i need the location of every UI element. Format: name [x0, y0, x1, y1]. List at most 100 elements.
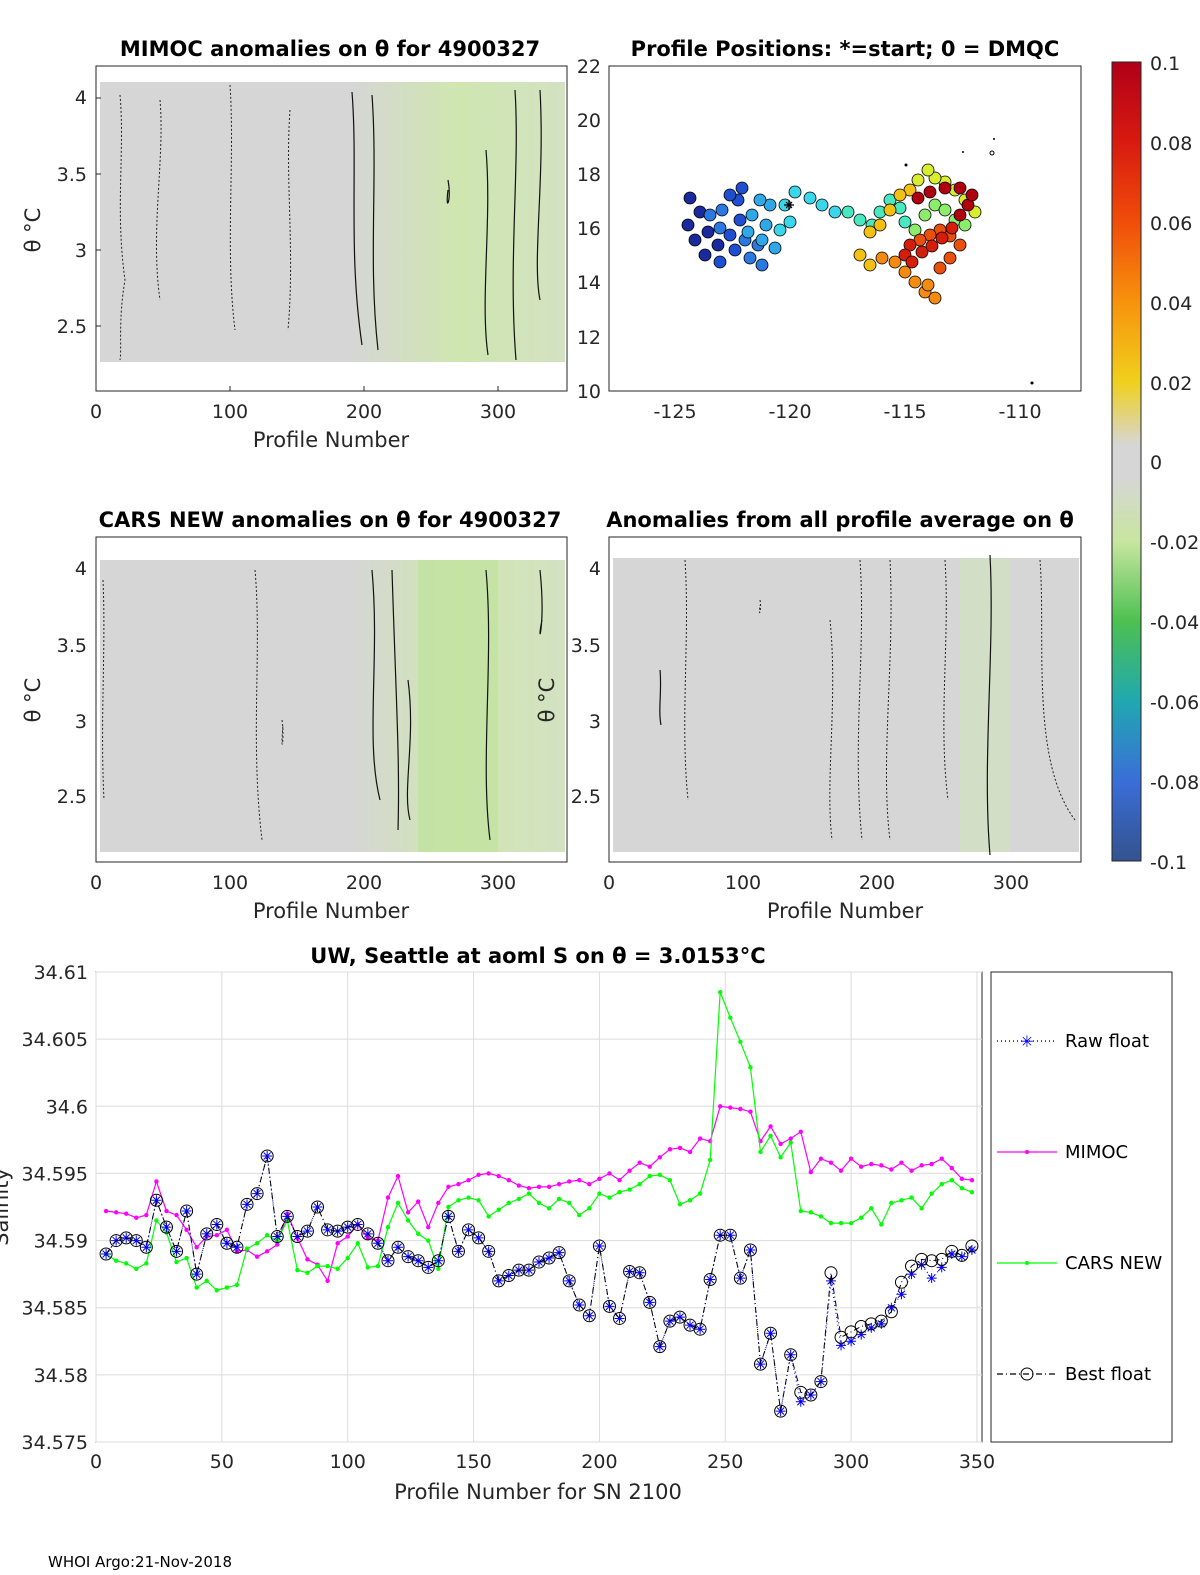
data-point [864, 1317, 878, 1331]
positions-xtick: -115 [883, 401, 926, 423]
data-point [894, 1275, 908, 1289]
mimoc-xtick: 100 [212, 401, 248, 423]
data-point [587, 1206, 592, 1211]
data-point [685, 1320, 696, 1331]
data-point [345, 1234, 350, 1239]
data-point [798, 1208, 803, 1214]
star-marker-icon: ✳ [1020, 1032, 1033, 1051]
colorbar-tick: 0.1 [1150, 53, 1180, 75]
allavg-ytick: 3 [589, 711, 601, 733]
data-point [794, 1385, 808, 1399]
data-point [674, 1312, 685, 1323]
data-point [567, 1200, 572, 1206]
data-point [129, 1234, 143, 1248]
profile-position-marker [863, 258, 877, 272]
data-point [405, 1218, 411, 1223]
data-point [385, 1224, 391, 1230]
data-point [677, 1145, 683, 1151]
start-star-icon [784, 200, 794, 210]
data-point [725, 1230, 736, 1241]
allavg-xtick: 100 [725, 872, 761, 894]
allavg-xticks: 0 100 200 300 [603, 872, 1029, 894]
profile-position-marker [711, 238, 725, 252]
data-point [556, 1196, 562, 1202]
data-point [170, 1244, 184, 1258]
data-point [322, 1224, 333, 1235]
data-point [572, 1298, 586, 1312]
data-point [705, 1274, 716, 1285]
data-point [562, 1274, 576, 1288]
data-point [506, 1200, 511, 1206]
mimoc-contours-dotted [119, 84, 292, 361]
data-point [393, 1242, 404, 1253]
data-point [124, 1211, 129, 1216]
colorbar-tick: 0.06 [1150, 213, 1192, 235]
data-point [959, 1186, 965, 1191]
positions-ytick: 22 [577, 56, 601, 78]
data-point [315, 1263, 320, 1269]
data-point [889, 1200, 894, 1206]
data-point [174, 1212, 179, 1218]
cars-panel: CARS NEW anomalies on θ for 4900327 4 3.… [21, 508, 568, 923]
data-point [919, 1206, 924, 1211]
allavg-xtick: 300 [993, 872, 1029, 894]
salinity-xtick: 0 [90, 1451, 102, 1473]
data-point [869, 1161, 874, 1167]
data-point [673, 1310, 687, 1324]
allavg-contours-solid [659, 554, 992, 856]
positions-xticks: -125 -120 -115 -110 [653, 401, 1041, 423]
data-point [423, 1262, 434, 1273]
data-point [260, 1149, 274, 1163]
data-point [723, 1228, 737, 1242]
salinity-xtick: 100 [330, 1451, 366, 1473]
data-point [184, 1255, 189, 1261]
data-point [909, 1195, 914, 1200]
profile-position-marker [898, 265, 912, 279]
mimoc-xtick: 200 [346, 401, 382, 423]
data-point [451, 1244, 465, 1258]
profile-position-marker [741, 225, 755, 239]
salinity-series [99, 989, 979, 1418]
profile-position-marker [715, 203, 729, 217]
data-point [677, 1202, 683, 1207]
legend-item-raw-float: ✳ Raw float [997, 1031, 1149, 1052]
profile-position-marker [841, 205, 855, 219]
data-point [804, 1388, 818, 1402]
legend-label: CARS NEW [1065, 1253, 1162, 1274]
mimoc-ytick: 3.5 [57, 164, 87, 186]
data-point [290, 1230, 304, 1244]
data-point [244, 1246, 250, 1251]
data-point [905, 1259, 919, 1273]
data-point [886, 1302, 897, 1313]
profile-position-marker [925, 239, 939, 253]
salinity-chart: UW, Seattle at aoml S on θ = 3.0153°C 34… [0, 944, 1173, 1504]
positions-ytick: 14 [577, 272, 601, 294]
profile-position-marker [701, 225, 715, 239]
data-point [492, 1274, 506, 1288]
data-point [180, 1204, 194, 1218]
profile-position-marker [928, 171, 942, 185]
data-point [345, 1255, 350, 1261]
data-point [856, 1329, 867, 1340]
data-point [718, 989, 723, 995]
data-point [597, 1191, 602, 1196]
data-point [614, 1313, 625, 1324]
data-point [361, 1227, 375, 1241]
allavg-xtick: 200 [859, 872, 895, 894]
salinity-ytick: 34.59 [34, 1231, 88, 1253]
positions-yticks: 10 12 14 16 18 20 22 [577, 56, 601, 403]
data-point [421, 1260, 435, 1274]
data-point [788, 1136, 793, 1141]
data-point [292, 1231, 303, 1242]
data-point [637, 1160, 642, 1165]
data-point [456, 1198, 461, 1203]
series-line [105, 1155, 973, 1412]
profile-position-marker [893, 188, 907, 202]
data-point [844, 1325, 858, 1339]
data-point [743, 1243, 757, 1257]
data-point [542, 1251, 556, 1265]
data-point [889, 1167, 894, 1172]
data-point [556, 1181, 562, 1187]
cars-xtick: 200 [346, 872, 382, 894]
data-point [828, 1160, 834, 1165]
